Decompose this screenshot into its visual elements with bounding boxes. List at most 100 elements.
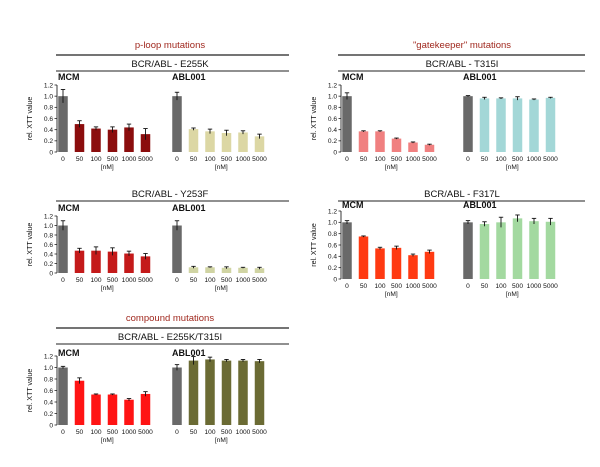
x-tick-label: 0 (61, 429, 65, 436)
drug-label-abl001: ABL001 (172, 72, 206, 82)
y-tick-label: 0.6 (328, 116, 337, 123)
bar-abl001-100 (205, 267, 215, 273)
x-tick-label: 0 (345, 156, 349, 163)
y-tick-label: 0.8 (44, 232, 53, 239)
y-tick-label: 1.2 (328, 82, 337, 89)
y-tick-label: 0.4 (44, 251, 53, 258)
bar-mcm-50 (358, 131, 369, 152)
bar-mcm-100 (91, 394, 101, 425)
bar-mcm-100 (91, 250, 101, 273)
x-tick-label: 0 (175, 277, 179, 284)
bar-abl001-5000 (545, 221, 556, 279)
y-axis-label: rel. XTT value (27, 369, 34, 413)
x-unit-label: [nM] (506, 291, 519, 298)
x-tick-label: 1000 (406, 283, 421, 290)
y-tick-label: 0.4 (328, 127, 337, 134)
x-tick-label: 1000 (122, 429, 137, 436)
section-title-p-loop: p-loop mutations (135, 40, 205, 51)
y-tick-label: 1.2 (44, 82, 53, 89)
bar-abl001-500 (221, 133, 232, 152)
bar-abl001-500 (221, 360, 232, 425)
bar-mcm-5000 (140, 134, 151, 152)
y-tick-label: 1.0 (328, 220, 337, 227)
x-tick-label: 500 (107, 156, 118, 163)
panel-e255k-t315i: BCR/ABL - E255K/T315I 0 0.2 0.4 0.6 0.8 1.0 1.2… (27, 327, 289, 444)
x-tick-label: 50 (76, 277, 84, 284)
x-tick-label: 100 (204, 429, 215, 436)
x-tick-label: 50 (190, 429, 198, 436)
panel-title-e255k: BCR/ABL - E255K (131, 59, 209, 70)
bar-abl001-100 (205, 359, 215, 425)
y-tick-label: 0.8 (328, 105, 337, 112)
bar-mcm-5000 (140, 393, 151, 425)
x-tick-label: 5000 (252, 429, 267, 436)
x-unit-label: [nM] (215, 164, 228, 171)
drug-label-abl001: ABL001 (463, 72, 497, 82)
y-tick-label: 0 (49, 149, 53, 156)
x-tick-label: 5000 (138, 156, 153, 163)
x-tick-label: 1000 (236, 429, 251, 436)
bar-abl001-100 (496, 222, 506, 279)
x-tick-label: 500 (107, 429, 118, 436)
bar-mcm-0 (342, 96, 352, 152)
section-title-compound: compound mutations (126, 313, 214, 324)
bar-abl001-5000 (254, 136, 265, 152)
bar-abl001-0 (172, 367, 182, 425)
y-tick-label: 0.4 (328, 254, 337, 261)
bar-abl001-100 (496, 98, 506, 152)
panel-title-f317l: BCR/ABL - F317L (424, 189, 500, 200)
x-tick-label: 50 (76, 156, 84, 163)
x-unit-label: [nM] (101, 285, 114, 292)
drug-label-abl001: ABL001 (172, 348, 206, 358)
bar-abl001-1000 (529, 99, 539, 152)
bar-mcm-0 (58, 96, 68, 152)
drug-label-mcm: MCM (58, 348, 80, 358)
x-unit-label: [nM] (385, 291, 398, 298)
x-tick-label: 500 (391, 283, 402, 290)
y-tick-label: 0.8 (328, 231, 337, 238)
bar-abl001-50 (188, 129, 199, 152)
x-tick-label: 1000 (527, 156, 542, 163)
x-tick-label: 5000 (138, 277, 153, 284)
x-tick-label: 5000 (252, 277, 267, 284)
x-tick-label: 500 (221, 277, 232, 284)
x-tick-label: 100 (495, 283, 506, 290)
bar-abl001-1000 (529, 221, 539, 279)
bar-abl001-500 (221, 267, 232, 273)
x-tick-label: 5000 (422, 156, 437, 163)
x-tick-label: 500 (221, 429, 232, 436)
bar-mcm-5000 (140, 256, 151, 273)
x-unit-label: [nM] (215, 437, 228, 444)
panel-title-y253f: BCR/ABL - Y253F (132, 189, 209, 200)
y-tick-label: 0.4 (44, 127, 53, 134)
x-unit-label: [nM] (506, 164, 519, 171)
x-unit-label: [nM] (215, 285, 228, 292)
x-unit-label: [nM] (101, 437, 114, 444)
x-tick-label: 0 (61, 277, 65, 284)
bar-mcm-50 (358, 236, 369, 279)
panel-t315i: BCR/ABL - T315I 0 0.2 0.4 0.6 0.8 1.0 1.2 rel. X… (311, 54, 585, 171)
x-tick-label: 500 (391, 156, 402, 163)
bar-mcm-5000 (424, 144, 435, 152)
bar-abl001-0 (172, 225, 182, 273)
y-tick-label: 0.6 (44, 116, 53, 123)
panel-title-e255k-t315i: BCR/ABL - E255K/T315I (118, 332, 222, 343)
bar-mcm-100 (375, 131, 385, 152)
x-tick-label: 100 (204, 156, 215, 163)
y-axis-label: rel. XTT value (311, 223, 318, 267)
x-tick-label: 1000 (406, 156, 421, 163)
y-tick-label: 0.6 (44, 242, 53, 249)
section-compound: compound mutations (126, 313, 214, 324)
x-tick-label: 100 (90, 277, 101, 284)
x-tick-label: 50 (360, 283, 368, 290)
x-tick-label: 100 (374, 156, 385, 163)
y-tick-label: 1.0 (328, 93, 337, 100)
bar-abl001-1000 (238, 267, 248, 273)
x-unit-label: [nM] (385, 164, 398, 171)
x-tick-label: 100 (495, 156, 506, 163)
bar-mcm-50 (74, 124, 85, 152)
x-tick-label: 1000 (527, 283, 542, 290)
y-tick-label: 0 (333, 149, 337, 156)
bar-mcm-500 (391, 247, 402, 279)
drug-label-mcm: MCM (342, 200, 364, 210)
